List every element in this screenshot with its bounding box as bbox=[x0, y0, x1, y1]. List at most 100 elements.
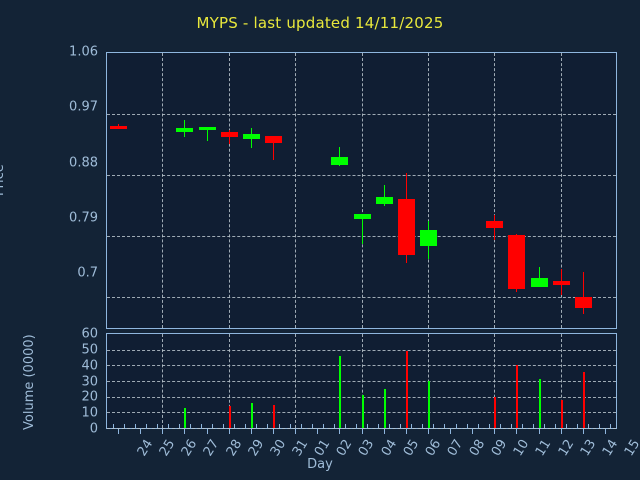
candle-14[interactable] bbox=[574, 297, 592, 309]
volume-gridline bbox=[107, 381, 616, 382]
day-tick-label: 31 bbox=[289, 437, 312, 459]
day-minor-tick bbox=[167, 424, 169, 428]
day-tick bbox=[184, 429, 186, 434]
day-minor-tick bbox=[599, 424, 601, 428]
candle-05[interactable] bbox=[375, 196, 393, 204]
day-tick-label: 09 bbox=[488, 437, 511, 459]
day-tick bbox=[162, 429, 164, 434]
day-minor-tick bbox=[223, 424, 225, 428]
day-gridline bbox=[295, 53, 297, 328]
day-tick bbox=[118, 429, 120, 434]
day-tick-label: 03 bbox=[356, 437, 378, 459]
candle-07[interactable] bbox=[419, 229, 437, 246]
day-minor-tick bbox=[433, 424, 435, 428]
day-tick-label: 13 bbox=[577, 437, 599, 459]
volume-bar-30[interactable] bbox=[250, 402, 253, 428]
day-tick-label: 08 bbox=[466, 437, 489, 459]
candle-04[interactable] bbox=[353, 213, 371, 220]
day-tick bbox=[494, 429, 496, 434]
day-minor-tick bbox=[610, 424, 612, 428]
day-minor-tick bbox=[355, 424, 357, 428]
day-gridline bbox=[162, 53, 164, 328]
day-tick bbox=[560, 429, 562, 434]
volume-tick-label: 50 bbox=[81, 342, 98, 358]
day-minor-tick bbox=[234, 424, 236, 428]
day-minor-tick bbox=[245, 424, 247, 428]
price-tick-label: 0.7 bbox=[77, 265, 98, 281]
volume-bar-04[interactable] bbox=[361, 395, 364, 428]
day-minor-tick bbox=[378, 424, 380, 428]
day-tick-label: 29 bbox=[245, 437, 267, 459]
candle-13[interactable] bbox=[552, 281, 570, 286]
day-tick bbox=[228, 429, 230, 434]
day-minor-tick bbox=[400, 424, 402, 428]
volume-bar-27[interactable] bbox=[184, 407, 187, 428]
volume-bar-03[interactable] bbox=[339, 355, 342, 428]
volume-bar-31[interactable] bbox=[272, 404, 275, 428]
day-minor-tick bbox=[344, 424, 346, 428]
candle-27[interactable] bbox=[176, 127, 194, 132]
day-minor-tick bbox=[521, 424, 523, 428]
day-minor-tick bbox=[322, 424, 324, 428]
candle-31[interactable] bbox=[264, 135, 282, 143]
day-tick bbox=[582, 429, 584, 434]
day-minor-tick bbox=[477, 424, 479, 428]
day-tick-label: 30 bbox=[267, 437, 290, 459]
day-axis-title: Day bbox=[307, 457, 333, 472]
day-minor-tick bbox=[311, 424, 313, 428]
candle-30[interactable] bbox=[242, 134, 260, 140]
day-minor-tick bbox=[588, 424, 590, 428]
day-tick-label: 06 bbox=[422, 437, 445, 459]
day-tick bbox=[250, 429, 252, 434]
volume-bar-12[interactable] bbox=[538, 379, 541, 428]
volume-bar-14[interactable] bbox=[582, 371, 585, 428]
day-tick bbox=[206, 429, 208, 434]
candle-wick bbox=[538, 266, 540, 287]
day-minor-tick bbox=[201, 424, 203, 428]
candle-24[interactable] bbox=[110, 126, 128, 130]
volume-tick-label: 20 bbox=[81, 389, 98, 405]
volume-bar-07[interactable] bbox=[427, 381, 430, 428]
volume-bar-11[interactable] bbox=[516, 365, 519, 428]
day-minor-tick bbox=[577, 424, 579, 428]
candle-03[interactable] bbox=[331, 156, 349, 166]
candle-12[interactable] bbox=[530, 278, 548, 287]
price-plot-area bbox=[106, 52, 617, 329]
volume-bar-29[interactable] bbox=[228, 406, 231, 428]
candle-10[interactable] bbox=[486, 221, 504, 228]
day-tick-label: 07 bbox=[444, 437, 467, 459]
day-tick bbox=[405, 429, 407, 434]
candle-wick bbox=[272, 135, 274, 160]
volume-bar-13[interactable] bbox=[560, 399, 563, 428]
day-tick-label: 26 bbox=[179, 437, 201, 459]
day-minor-tick bbox=[422, 424, 424, 428]
day-minor-tick bbox=[333, 424, 335, 428]
candle-wick bbox=[228, 129, 230, 144]
day-tick-label: 28 bbox=[223, 437, 245, 459]
candle-wick bbox=[206, 127, 208, 142]
volume-tick-label: 30 bbox=[81, 374, 98, 390]
day-tick bbox=[450, 429, 452, 434]
day-tick-label: 01 bbox=[311, 437, 334, 459]
price-tick-label: 1.06 bbox=[69, 44, 98, 60]
day-tick-label: 25 bbox=[156, 437, 179, 459]
candle-11[interactable] bbox=[508, 234, 526, 290]
day-tick-label: 12 bbox=[555, 437, 577, 459]
day-minor-tick bbox=[123, 424, 125, 428]
day-minor-tick bbox=[112, 424, 114, 428]
day-tick bbox=[472, 429, 474, 434]
day-minor-tick bbox=[145, 424, 147, 428]
volume-bar-05[interactable] bbox=[383, 388, 386, 428]
day-minor-tick bbox=[289, 424, 291, 428]
day-minor-tick bbox=[544, 424, 546, 428]
candle-28[interactable] bbox=[198, 127, 216, 130]
candle-06[interactable] bbox=[397, 198, 415, 255]
volume-bar-10[interactable] bbox=[494, 396, 497, 428]
day-tick bbox=[516, 429, 518, 434]
day-tick bbox=[272, 429, 274, 434]
day-minor-tick bbox=[444, 424, 446, 428]
volume-bar-06[interactable] bbox=[405, 351, 408, 428]
candle-29[interactable] bbox=[220, 131, 238, 137]
day-tick-label: 05 bbox=[400, 437, 422, 459]
day-tick bbox=[538, 429, 540, 434]
